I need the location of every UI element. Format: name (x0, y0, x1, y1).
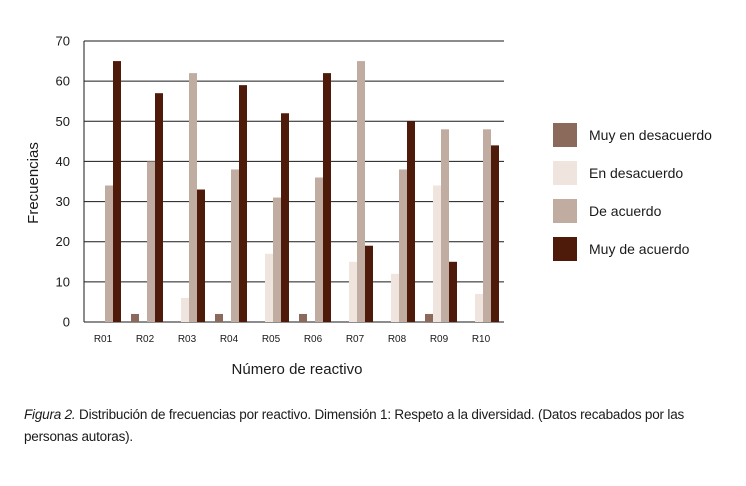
bar-R10-3 (491, 145, 499, 322)
bar-R08-2 (399, 169, 407, 322)
bar-R09-0 (425, 313, 433, 322)
bar-R06-3 (323, 73, 331, 322)
figure-caption: Figura 2. Distribución de frecuencias po… (24, 404, 736, 448)
x-tick-label: R03 (178, 334, 197, 345)
legend-label: En desacuerdo (589, 165, 684, 181)
bar-R02-0 (131, 313, 139, 322)
legend-label: De acuerdo (589, 203, 662, 219)
x-tick-label: R10 (472, 334, 491, 345)
bar-R07-3 (365, 245, 373, 322)
y-axis-ticks: 0 10 20 30 40 50 60 70 (56, 34, 70, 330)
legend-swatch (553, 161, 577, 185)
legend-label: Muy de acuerdo (589, 241, 690, 257)
y-tick-label: 10 (56, 274, 70, 289)
caption-text: Distribución de frecuencias por reactivo… (24, 407, 685, 444)
bar-R01-2 (105, 185, 113, 322)
bar-R05-3 (281, 113, 289, 322)
bar-R03-3 (197, 189, 205, 322)
bar-R05-2 (273, 197, 281, 322)
x-tick-label: R09 (430, 334, 449, 345)
legend-label: Muy en desacuerdo (589, 127, 712, 143)
bar-R09-2 (441, 129, 449, 322)
y-tick-label: 60 (56, 74, 70, 89)
legend: Muy en desacuerdo En desacuerdo De acuer… (553, 116, 712, 268)
bars (105, 61, 499, 323)
bar-R03-1 (181, 297, 189, 322)
legend-swatch (553, 237, 577, 261)
y-tick-label: 70 (56, 34, 70, 49)
legend-item-en-desacuerdo: En desacuerdo (553, 154, 712, 192)
y-tick-label: 40 (56, 154, 70, 169)
legend-swatch (553, 123, 577, 147)
legend-swatch (553, 199, 577, 223)
x-tick-label: R07 (346, 334, 365, 345)
bar-R02-2 (147, 161, 155, 322)
bar-R09-3 (449, 261, 457, 322)
bar-chart: 0 10 20 30 40 50 60 70 R01 R02 R03 R04 R05 R06 R07 R08… (25, 34, 504, 378)
y-tick-label: 20 (56, 234, 70, 249)
legend-item-muy-en-desacuerdo: Muy en desacuerdo (553, 116, 712, 154)
x-tick-label: R01 (94, 334, 113, 345)
figure-label: Figura 2. (24, 407, 76, 422)
bar-R03-2 (189, 73, 197, 322)
x-tick-label: R04 (220, 334, 239, 345)
bar-R08-1 (391, 273, 399, 322)
legend-item-muy-de-acuerdo: Muy de acuerdo (553, 230, 712, 268)
bar-R06-2 (315, 177, 323, 322)
y-tick-label: 50 (56, 114, 70, 129)
legend-item-de-acuerdo: De acuerdo (553, 192, 712, 230)
bar-R10-1 (475, 293, 483, 322)
bar-R08-3 (407, 121, 415, 323)
bar-R07-1 (349, 261, 357, 322)
bar-R07-2 (357, 61, 365, 322)
x-axis-title: Número de reactivo (232, 361, 363, 378)
bar-R01-3 (113, 61, 121, 322)
bar-R06-0 (299, 313, 307, 322)
x-axis-ticks: R01 R02 R03 R04 R05 R06 R07 R08 R09 R10 (94, 334, 491, 345)
x-tick-label: R06 (304, 334, 323, 345)
y-axis-title: Frecuencias (25, 142, 42, 224)
bar-R10-2 (483, 129, 491, 322)
y-tick-label: 30 (56, 194, 70, 209)
bar-R09-1 (433, 185, 441, 322)
x-tick-label: R02 (136, 334, 155, 345)
bar-R04-2 (231, 169, 239, 322)
y-tick-label: 0 (63, 315, 70, 330)
x-tick-label: R05 (262, 334, 281, 345)
bar-R02-3 (155, 93, 163, 322)
bar-R04-3 (239, 85, 247, 323)
x-tick-label: R08 (388, 334, 407, 345)
bar-R04-0 (215, 313, 223, 322)
bar-R05-1 (265, 253, 273, 322)
